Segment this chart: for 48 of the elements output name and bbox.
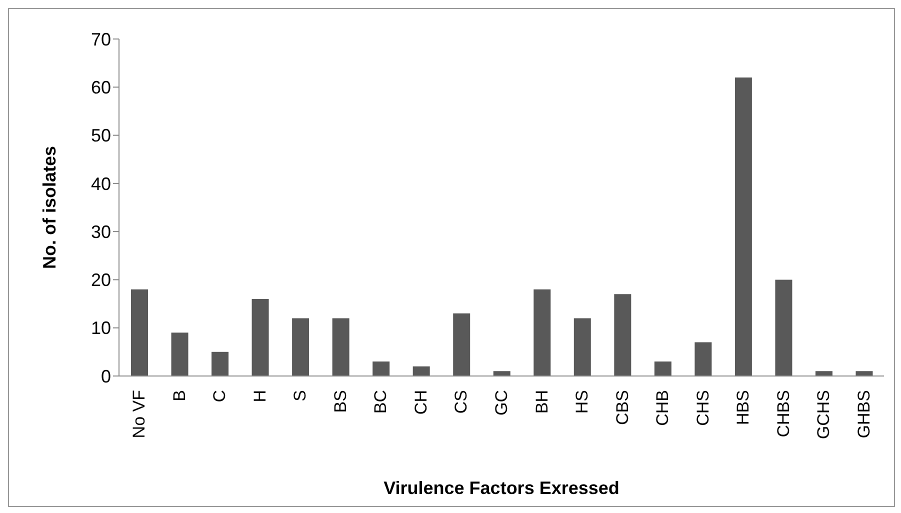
y-tick-label: 40	[90, 174, 111, 194]
x-tick-label: S	[290, 390, 310, 402]
x-tick-label: CHS	[693, 390, 712, 426]
x-tick-label: GCHS	[814, 390, 834, 440]
bar	[694, 342, 712, 376]
bar	[412, 366, 430, 376]
y-tick-label: 10	[90, 318, 111, 338]
bar	[654, 362, 672, 376]
y-axis-title: No. of isolates	[39, 146, 60, 270]
x-tick-label: BH	[532, 390, 552, 414]
x-tick-label: CS	[452, 390, 471, 414]
bar	[775, 280, 792, 376]
x-tick-label: H	[250, 390, 270, 402]
bar	[614, 294, 632, 376]
bar	[574, 318, 591, 376]
x-tick-label: HS	[572, 390, 592, 414]
y-tick-label: 0	[100, 366, 111, 386]
y-tick-label: 30	[90, 222, 111, 242]
x-tick-label: CHB	[653, 390, 672, 426]
bar	[131, 289, 148, 376]
bar	[372, 362, 390, 376]
x-tick-label: BC	[371, 390, 390, 414]
bar	[493, 371, 510, 376]
y-tick-label: 60	[90, 78, 111, 98]
x-tick-label: CH	[411, 390, 430, 415]
x-tick-label: CBS	[612, 390, 632, 425]
bar	[332, 318, 350, 376]
x-tick-label: GHBS	[854, 390, 874, 438]
x-tick-label: BS	[330, 390, 350, 413]
x-axis-title: Virulence Factors Exressed	[384, 478, 620, 498]
bar	[171, 332, 188, 376]
x-tick-label: GC	[492, 390, 511, 416]
y-tick-label: 70	[90, 29, 111, 50]
bar	[453, 313, 470, 376]
bar	[212, 352, 229, 376]
y-tick-label: 50	[90, 126, 111, 146]
y-tick-label: 20	[90, 270, 111, 290]
bar	[856, 371, 873, 376]
bar	[534, 289, 551, 376]
x-tick-label: C	[210, 390, 230, 402]
x-tick-label: No VF	[130, 390, 149, 438]
x-tick-label: CHBS	[774, 390, 793, 438]
x-tick-label: B	[170, 390, 189, 402]
bar	[292, 318, 310, 376]
x-tick-label: HBS	[734, 390, 753, 425]
bar	[252, 298, 269, 376]
bar	[734, 78, 752, 376]
bar	[815, 371, 832, 376]
